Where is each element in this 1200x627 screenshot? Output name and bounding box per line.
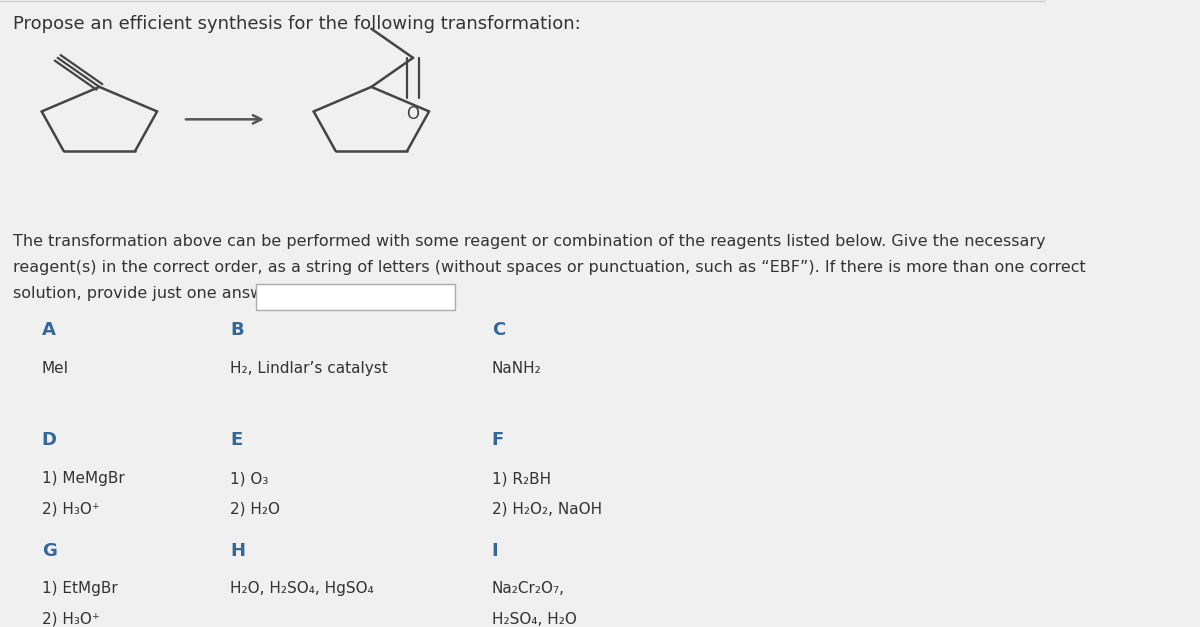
Text: 1) MeMgBr: 1) MeMgBr <box>42 472 125 487</box>
Text: H₂SO₄, H₂O: H₂SO₄, H₂O <box>492 612 576 627</box>
Text: F: F <box>492 431 504 450</box>
Text: B: B <box>230 321 244 339</box>
Text: D: D <box>42 431 56 450</box>
Text: 2) H₃O⁺: 2) H₃O⁺ <box>42 612 100 627</box>
Text: C: C <box>492 321 505 339</box>
Text: 1) R₂BH: 1) R₂BH <box>492 472 551 487</box>
Text: H₂O, H₂SO₄, HgSO₄: H₂O, H₂SO₄, HgSO₄ <box>230 581 374 596</box>
Text: H₂, Lindlar’s catalyst: H₂, Lindlar’s catalyst <box>230 361 388 376</box>
Text: O: O <box>407 105 420 123</box>
Text: I: I <box>492 542 498 560</box>
Text: Propose an efficient synthesis for the following transformation:: Propose an efficient synthesis for the f… <box>12 15 581 33</box>
Text: 2) H₃O⁺: 2) H₃O⁺ <box>42 502 100 517</box>
Text: 1) O₃: 1) O₃ <box>230 472 269 487</box>
Text: 2) H₂O: 2) H₂O <box>230 502 280 517</box>
Text: solution, provide just one answer.: solution, provide just one answer. <box>12 287 283 302</box>
Text: NaNH₂: NaNH₂ <box>492 361 541 376</box>
Text: G: G <box>42 542 56 560</box>
FancyBboxPatch shape <box>257 284 455 310</box>
Text: MeI: MeI <box>42 361 68 376</box>
Text: 2) H₂O₂, NaOH: 2) H₂O₂, NaOH <box>492 502 601 517</box>
Text: H: H <box>230 542 245 560</box>
Text: 1) EtMgBr: 1) EtMgBr <box>42 581 118 596</box>
Text: E: E <box>230 431 242 450</box>
Text: A: A <box>42 321 55 339</box>
Text: reagent(s) in the correct order, as a string of letters (without spaces or punct: reagent(s) in the correct order, as a st… <box>12 260 1085 275</box>
Text: The transformation above can be performed with some reagent or combination of th: The transformation above can be performe… <box>12 234 1045 249</box>
Text: Na₂Cr₂O₇,: Na₂Cr₂O₇, <box>492 581 565 596</box>
